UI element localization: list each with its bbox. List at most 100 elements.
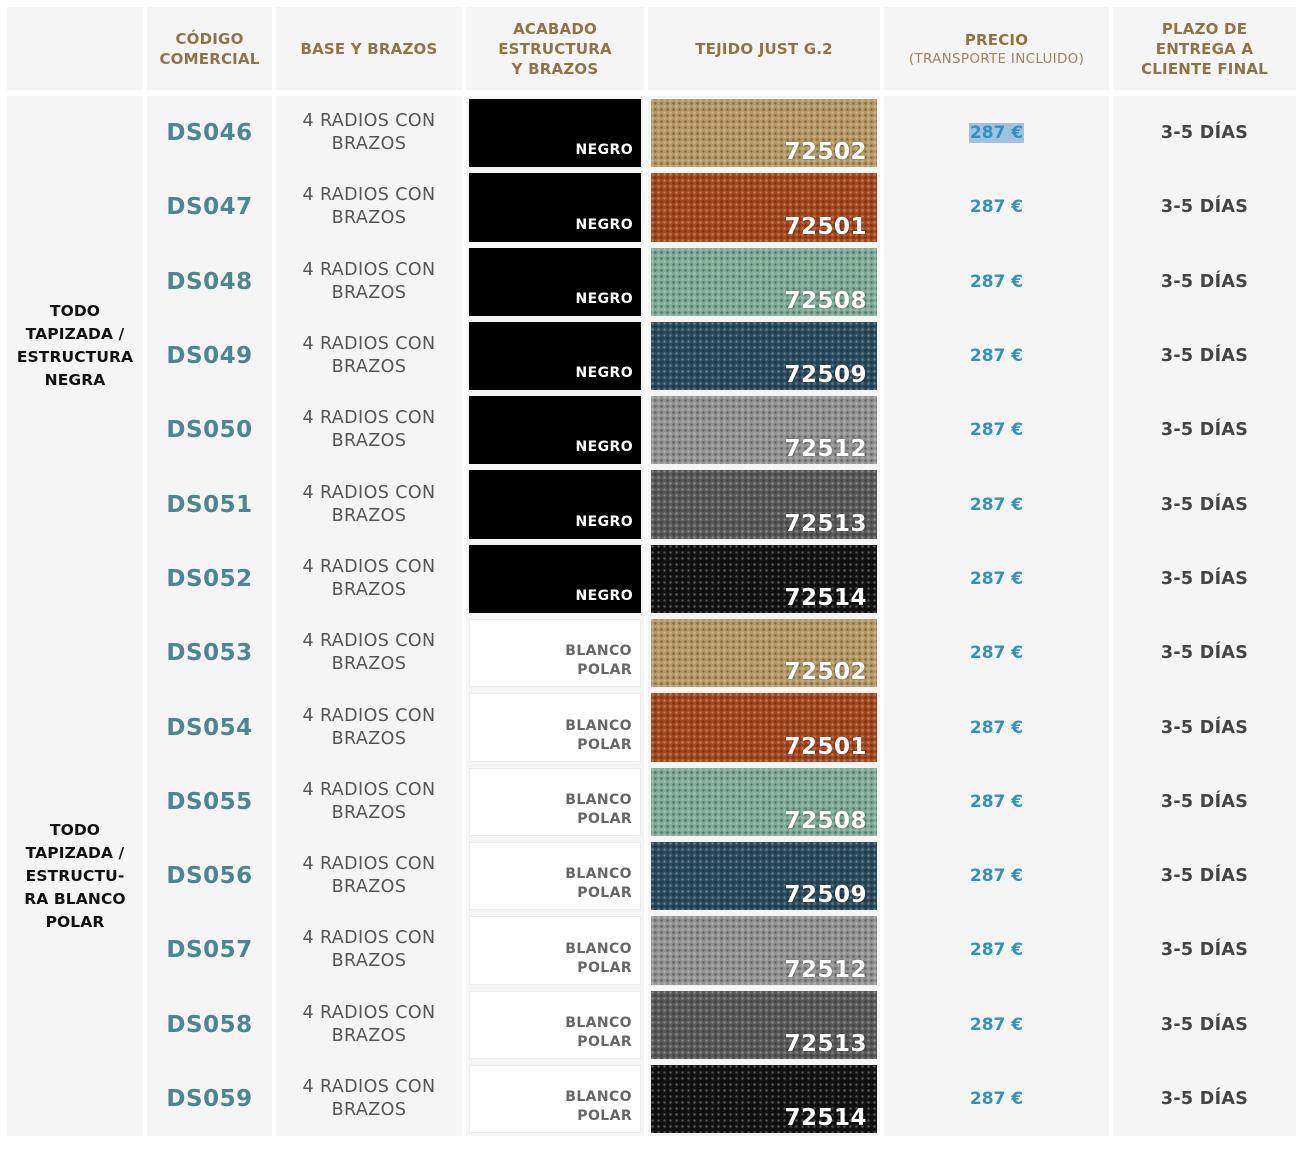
base-cell: 4 RADIOS CON BRAZOS (276, 318, 462, 394)
product-code: DS047 (147, 170, 272, 245)
price-cell: 287 € (884, 541, 1109, 617)
fabric-swatch: 72501 (651, 173, 877, 242)
base-line: 4 RADIOS CON (302, 408, 436, 429)
header-tejido: TEJIDO JUST G.2 (648, 7, 880, 90)
finish-cell: BLANCO POLAR (466, 1061, 644, 1137)
finish-label: POLAR (577, 662, 632, 679)
base-line: 4 RADIOS CON (302, 1077, 436, 1097)
header-codigo: CÓDIGO COMERCIAL (147, 7, 272, 90)
product-code: DS053 (147, 616, 272, 691)
base-line: BRAZOS (331, 134, 407, 155)
section-line: POLAR (45, 912, 105, 931)
base-line: BRAZOS (331, 728, 407, 749)
product-code: DS052 (147, 541, 272, 617)
product-code: DS048 (147, 244, 272, 319)
finish-label: BLANCO (565, 866, 632, 883)
base-line: BRAZOS (331, 282, 407, 303)
base-line: BRAZOS (331, 505, 407, 526)
section-label-blanco-polar: TODO TAPIZADA / ESTRUCTU- RA BLANCO POLA… (7, 616, 143, 1137)
fabric-cell: 72501 (648, 690, 880, 765)
fabric-cell: 72514 (648, 541, 880, 617)
finish-label: BLANCO (565, 643, 632, 660)
price-cell: 287 € (884, 987, 1109, 1062)
lead-time: 3-5 DÍAS (1113, 467, 1296, 542)
price-value: 287 € (969, 346, 1024, 367)
price-cell: 287 € (884, 318, 1109, 394)
product-code: DS049 (147, 318, 272, 394)
finish-swatch: NEGRO (469, 173, 641, 242)
fabric-number: 72514 (784, 585, 867, 612)
section-line: TODO (49, 820, 101, 839)
price-value: 287 € (969, 420, 1024, 441)
finish-cell: BLANCO POLAR (466, 838, 644, 914)
price-cell: 287 € (884, 838, 1109, 914)
fabric-swatch: 72508 (651, 767, 877, 836)
section-label-negra: TODO TAPIZADA / ESTRUCTURA NEGRA (7, 96, 143, 617)
fabric-cell: 72512 (648, 913, 880, 988)
fabric-cell: 72509 (648, 838, 880, 914)
price-cell: 287 € (884, 913, 1109, 988)
finish-label: BLANCO (565, 940, 632, 957)
base-line: BRAZOS (331, 208, 407, 229)
fabric-cell: 72512 (648, 393, 880, 468)
finish-cell: BLANCO POLAR (466, 913, 644, 988)
fabric-number: 72501 (784, 213, 867, 240)
price-value: 287 € (969, 271, 1024, 292)
fabric-number: 72502 (784, 659, 867, 686)
price-cell: 287 € (884, 616, 1109, 691)
base-line: BRAZOS (331, 579, 407, 600)
finish-swatch: BLANCO POLAR (469, 990, 641, 1059)
base-line: 4 RADIOS CON (302, 334, 436, 355)
base-line: 4 RADIOS CON (302, 854, 436, 875)
base-cell: 4 RADIOS CON BRAZOS (276, 1061, 462, 1137)
price-cell: 287 € (884, 467, 1109, 542)
price-cell: 287 € (884, 690, 1109, 765)
finish-label: BLANCO (565, 1089, 632, 1106)
base-cell: 4 RADIOS CON BRAZOS (276, 987, 462, 1062)
finish-label: BLANCO (565, 717, 632, 734)
section-line: TAPIZADA / (25, 325, 125, 344)
finish-swatch: BLANCO POLAR (469, 767, 641, 836)
finish-cell: BLANCO POLAR (466, 987, 644, 1062)
base-line: 4 RADIOS CON (302, 482, 436, 503)
fabric-number: 72512 (784, 956, 867, 983)
base-line: BRAZOS (331, 654, 407, 675)
finish-label: POLAR (577, 810, 632, 827)
base-cell: 4 RADIOS CON BRAZOS (276, 170, 462, 245)
finish-label: POLAR (577, 736, 632, 753)
base-line: BRAZOS (331, 802, 407, 823)
finish-cell: NEGRO (466, 541, 644, 617)
base-line: 4 RADIOS CON (302, 556, 436, 577)
finish-cell: NEGRO (466, 393, 644, 468)
section-line: ESTRUCTU- (25, 866, 125, 885)
base-line: 4 RADIOS CON (302, 1002, 436, 1023)
fabric-swatch: 72513 (651, 990, 877, 1059)
finish-label: POLAR (577, 1033, 632, 1050)
fabric-cell: 72502 (648, 96, 880, 171)
fabric-number: 72501 (784, 733, 867, 760)
base-line: 4 RADIOS CON (302, 928, 436, 949)
finish-cell: NEGRO (466, 467, 644, 542)
lead-time: 3-5 DÍAS (1113, 838, 1296, 914)
finish-cell: BLANCO POLAR (466, 690, 644, 765)
finish-swatch: NEGRO (469, 396, 641, 465)
base-cell: 4 RADIOS CON BRAZOS (276, 616, 462, 691)
price-value: 287 € (969, 717, 1024, 738)
price-cell: 287 € (884, 170, 1109, 245)
finish-cell: NEGRO (466, 170, 644, 245)
lead-time: 3-5 DÍAS (1113, 170, 1296, 245)
fabric-number: 72509 (784, 362, 867, 389)
section-line: TAPIZADA / (25, 843, 125, 862)
finish-swatch: NEGRO (469, 544, 641, 614)
finish-label: NEGRO (575, 142, 633, 159)
price-value: 287 € (969, 494, 1024, 515)
finish-swatch: BLANCO POLAR (469, 916, 641, 985)
fabric-swatch: 72502 (651, 99, 877, 168)
fabric-swatch: 72501 (651, 693, 877, 762)
base-line: BRAZOS (331, 431, 407, 452)
finish-cell: BLANCO POLAR (466, 616, 644, 691)
lead-time: 3-5 DÍAS (1113, 913, 1296, 988)
fabric-swatch: 72513 (651, 470, 877, 539)
finish-label: NEGRO (575, 365, 633, 382)
price-value: 287 € (969, 940, 1024, 961)
